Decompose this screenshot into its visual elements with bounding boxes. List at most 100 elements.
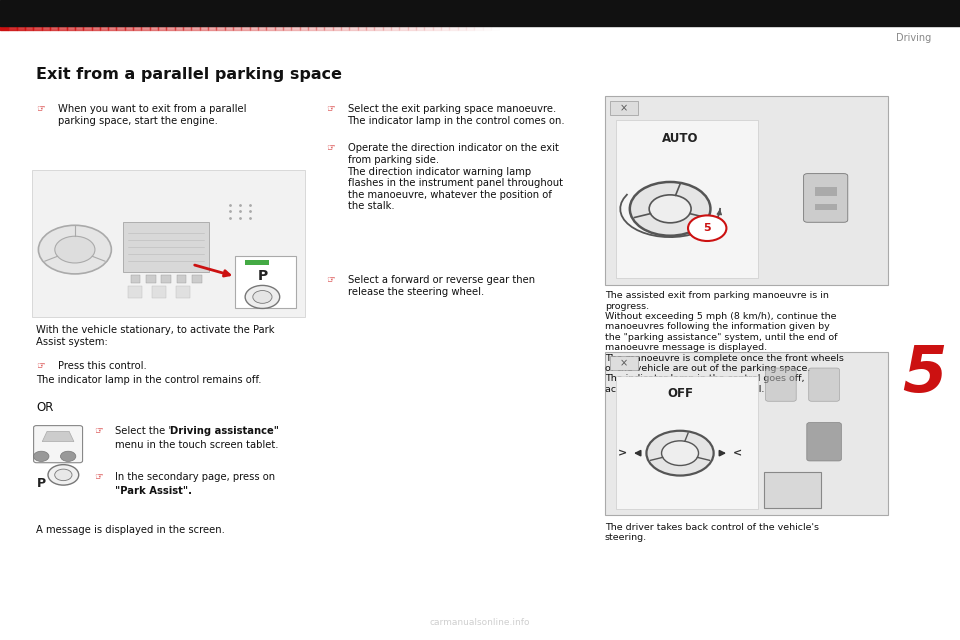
Bar bbox=[131, 275, 140, 283]
Bar bbox=[316, 26, 324, 30]
Text: ×: × bbox=[620, 103, 628, 113]
Bar bbox=[150, 26, 158, 30]
Bar bbox=[133, 26, 141, 30]
Bar bbox=[192, 275, 202, 283]
FancyBboxPatch shape bbox=[808, 368, 839, 401]
Bar bbox=[341, 26, 349, 30]
Text: menu in the touch screen tablet.: menu in the touch screen tablet. bbox=[115, 440, 278, 451]
Bar bbox=[108, 26, 116, 30]
Bar bbox=[141, 26, 150, 30]
Text: Driving assistance": Driving assistance" bbox=[170, 426, 279, 436]
Bar bbox=[358, 26, 366, 30]
Text: A message is displayed in the screen.: A message is displayed in the screen. bbox=[36, 525, 226, 535]
FancyBboxPatch shape bbox=[765, 368, 796, 401]
Bar bbox=[34, 26, 41, 30]
Text: AUTO: AUTO bbox=[661, 132, 698, 145]
Bar bbox=[235, 256, 296, 308]
Text: P: P bbox=[257, 269, 268, 283]
Bar bbox=[283, 26, 291, 30]
Text: P: P bbox=[36, 477, 46, 490]
Bar bbox=[175, 26, 183, 30]
Text: ☞: ☞ bbox=[326, 275, 335, 285]
Text: ☞: ☞ bbox=[94, 426, 103, 436]
Text: carmanualsonline.info: carmanualsonline.info bbox=[430, 618, 530, 627]
Bar bbox=[424, 26, 433, 30]
Bar bbox=[166, 26, 175, 30]
Bar bbox=[9, 26, 16, 30]
Bar bbox=[383, 26, 391, 30]
Bar bbox=[123, 222, 209, 272]
Bar bbox=[491, 26, 499, 30]
Bar bbox=[183, 26, 191, 30]
Bar bbox=[176, 286, 190, 298]
Text: In the secondary page, press on: In the secondary page, press on bbox=[115, 472, 276, 483]
Text: Driving: Driving bbox=[896, 33, 931, 43]
Text: Operate the direction indicator on the exit
from parking side.
The direction ind: Operate the direction indicator on the e… bbox=[348, 143, 563, 211]
Bar bbox=[266, 26, 275, 30]
Circle shape bbox=[630, 182, 710, 236]
Text: The driver takes back control of the vehicle's
steering.: The driver takes back control of the veh… bbox=[605, 523, 819, 542]
Bar bbox=[158, 26, 166, 30]
Circle shape bbox=[245, 285, 279, 308]
Bar bbox=[258, 26, 266, 30]
FancyBboxPatch shape bbox=[806, 422, 841, 461]
Text: ☞: ☞ bbox=[326, 104, 335, 115]
Bar bbox=[815, 187, 836, 196]
Polygon shape bbox=[42, 431, 74, 442]
Bar bbox=[815, 204, 836, 210]
Bar bbox=[200, 26, 208, 30]
Text: 5: 5 bbox=[902, 344, 947, 405]
Bar bbox=[416, 26, 424, 30]
Circle shape bbox=[55, 469, 72, 481]
Bar bbox=[610, 101, 638, 115]
Bar bbox=[324, 26, 333, 30]
Text: Select the exit parking space manoeuvre.
The indicator lamp in the control comes: Select the exit parking space manoeuvre.… bbox=[348, 104, 565, 126]
Bar bbox=[605, 352, 888, 515]
Text: ☞: ☞ bbox=[94, 472, 103, 483]
Bar bbox=[91, 26, 100, 30]
Bar bbox=[474, 26, 483, 30]
FancyBboxPatch shape bbox=[804, 173, 848, 222]
Bar bbox=[66, 26, 75, 30]
Bar bbox=[161, 275, 171, 283]
Text: The indicator lamp in the control remains off.: The indicator lamp in the control remain… bbox=[36, 375, 262, 385]
Text: ☞: ☞ bbox=[36, 361, 45, 371]
Text: OFF: OFF bbox=[667, 387, 693, 399]
Bar bbox=[152, 286, 166, 298]
Bar bbox=[0, 0, 960, 26]
Bar bbox=[433, 26, 441, 30]
Bar bbox=[291, 26, 300, 30]
Bar bbox=[250, 26, 258, 30]
Bar bbox=[483, 26, 491, 30]
Bar bbox=[75, 26, 84, 30]
Bar bbox=[308, 26, 316, 30]
Bar bbox=[616, 120, 758, 278]
Bar bbox=[458, 26, 466, 30]
Text: 5: 5 bbox=[704, 223, 711, 233]
Bar bbox=[333, 26, 341, 30]
Text: ☞: ☞ bbox=[326, 143, 335, 154]
Bar bbox=[191, 26, 200, 30]
Bar bbox=[84, 26, 91, 30]
Circle shape bbox=[38, 225, 111, 274]
Bar bbox=[177, 275, 186, 283]
Bar bbox=[32, 170, 305, 317]
Bar bbox=[245, 260, 269, 265]
Bar bbox=[349, 26, 358, 30]
Text: "Park Assist".: "Park Assist". bbox=[115, 486, 192, 497]
Text: The assisted exit from parking manoeuvre is in
progress.
Without exceeding 5 mph: The assisted exit from parking manoeuvre… bbox=[605, 291, 844, 394]
Bar bbox=[208, 26, 216, 30]
Text: Select the ": Select the " bbox=[115, 426, 174, 436]
Text: When you want to exit from a parallel
parking space, start the engine.: When you want to exit from a parallel pa… bbox=[58, 104, 246, 126]
Bar bbox=[116, 26, 125, 30]
Bar bbox=[616, 376, 758, 509]
Bar bbox=[50, 26, 59, 30]
Bar bbox=[128, 286, 142, 298]
Circle shape bbox=[688, 216, 727, 241]
Text: ×: × bbox=[620, 358, 628, 368]
Text: Exit from a parallel parking space: Exit from a parallel parking space bbox=[36, 67, 343, 82]
Bar bbox=[466, 26, 474, 30]
Bar bbox=[41, 26, 50, 30]
Bar bbox=[399, 26, 408, 30]
Bar bbox=[0, 26, 9, 30]
